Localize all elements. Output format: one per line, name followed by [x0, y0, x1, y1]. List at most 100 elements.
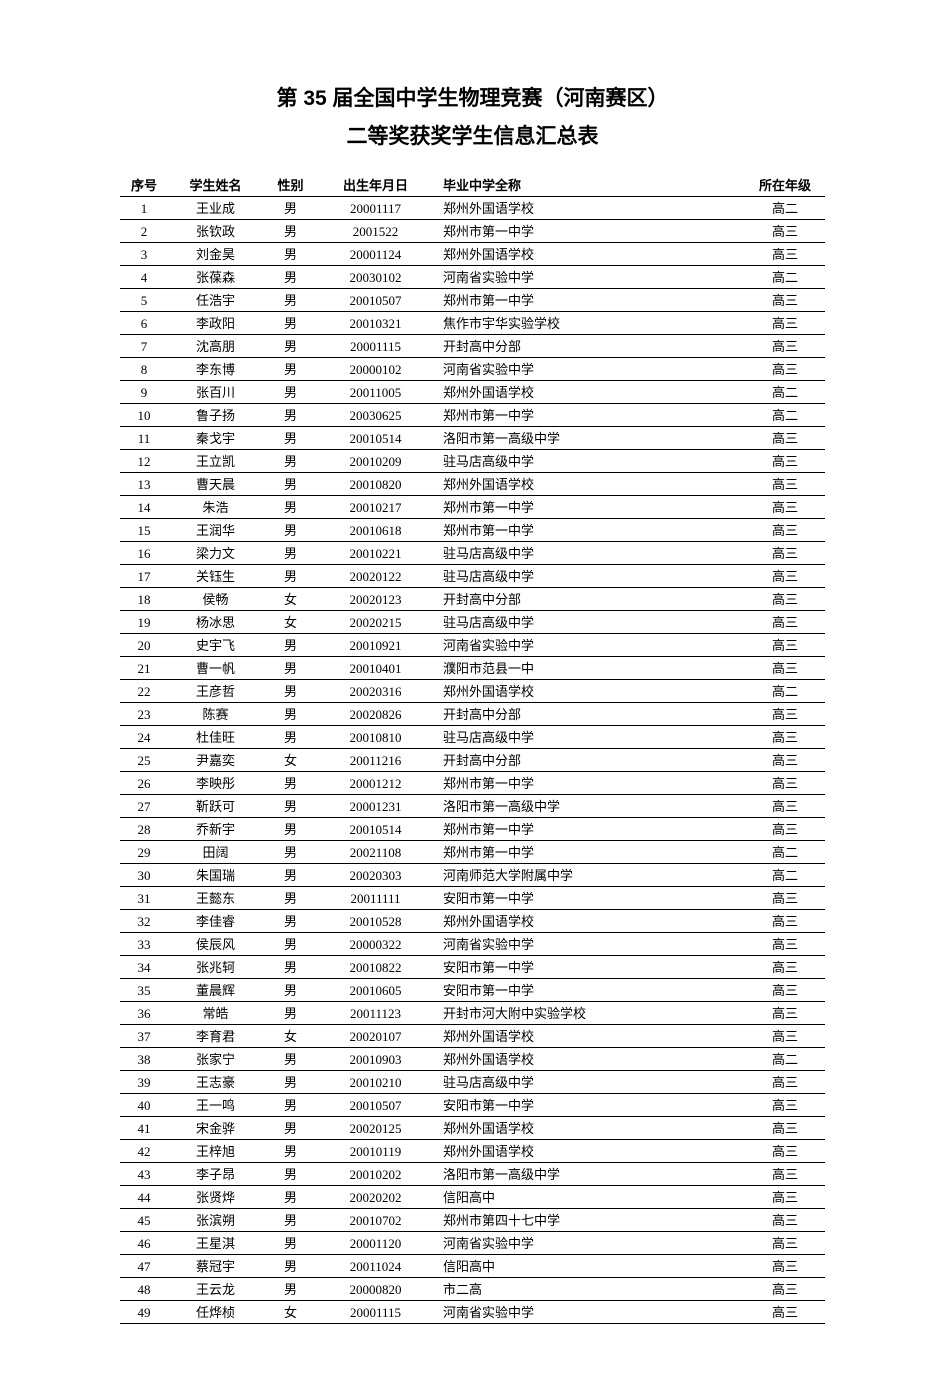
table-row: 41宋金骅男20020125郑州外国语学校高三: [120, 1116, 825, 1139]
table-row: 7沈高朋男20001115开封高中分部高三: [120, 334, 825, 357]
table-cell: 张兆轲: [168, 955, 263, 978]
table-cell: 20000102: [318, 357, 433, 380]
table-cell: 男: [263, 771, 318, 794]
table-cell: 28: [120, 817, 168, 840]
table-cell: 郑州外国语学校: [433, 196, 745, 219]
table-cell: 20010903: [318, 1047, 433, 1070]
table-cell: 高三: [745, 1208, 825, 1231]
table-cell: 高三: [745, 1185, 825, 1208]
table-row: 14朱浩男20010217郑州市第一中学高三: [120, 495, 825, 518]
table-cell: 男: [263, 1185, 318, 1208]
table-cell: 高三: [745, 955, 825, 978]
table-cell: 男: [263, 380, 318, 403]
table-cell: 高三: [745, 633, 825, 656]
table-cell: 高三: [745, 794, 825, 817]
table-cell: 42: [120, 1139, 168, 1162]
table-cell: 45: [120, 1208, 168, 1231]
table-cell: 4: [120, 265, 168, 288]
table-row: 45张滨朔男20010702郑州市第四十七中学高三: [120, 1208, 825, 1231]
table-cell: 20001124: [318, 242, 433, 265]
table-cell: 王润华: [168, 518, 263, 541]
table-cell: 高三: [745, 1070, 825, 1093]
table-cell: 鲁子扬: [168, 403, 263, 426]
table-row: 38张家宁男20010903郑州外国语学校高二: [120, 1047, 825, 1070]
table-cell: 高二: [745, 265, 825, 288]
table-cell: 河南省实验中学: [433, 633, 745, 656]
table-cell: 17: [120, 564, 168, 587]
table-cell: 关钰生: [168, 564, 263, 587]
table-cell: 男: [263, 357, 318, 380]
title-line-1: 第 35 届全国中学生物理竞赛（河南赛区）: [120, 80, 825, 118]
table-cell: 高二: [745, 840, 825, 863]
table-cell: 秦戈宇: [168, 426, 263, 449]
table-cell: 河南省实验中学: [433, 265, 745, 288]
table-cell: 高三: [745, 817, 825, 840]
table-row: 4张葆森男20030102河南省实验中学高二: [120, 265, 825, 288]
table-cell: 曹天晨: [168, 472, 263, 495]
table-cell: 靳跃可: [168, 794, 263, 817]
table-cell: 高三: [745, 725, 825, 748]
table-cell: 36: [120, 1001, 168, 1024]
table-cell: 48: [120, 1277, 168, 1300]
table-cell: 郑州外国语学校: [433, 242, 745, 265]
table-cell: 高三: [745, 748, 825, 771]
table-row: 11秦戈宇男20010514洛阳市第一高级中学高三: [120, 426, 825, 449]
table-cell: 男: [263, 1231, 318, 1254]
table-cell: 高三: [745, 426, 825, 449]
table-cell: 男: [263, 1047, 318, 1070]
table-cell: 高三: [745, 334, 825, 357]
table-cell: 男: [263, 449, 318, 472]
table-row: 3刘金昊男20001124郑州外国语学校高三: [120, 242, 825, 265]
table-cell: 濮阳市范县一中: [433, 656, 745, 679]
table-cell: 市二高: [433, 1277, 745, 1300]
table-cell: 河南省实验中学: [433, 357, 745, 380]
table-cell: 20010514: [318, 817, 433, 840]
table-cell: 沈高朋: [168, 334, 263, 357]
table-cell: 20010119: [318, 1139, 433, 1162]
table-cell: 张滨朔: [168, 1208, 263, 1231]
table-cell: 20001115: [318, 1300, 433, 1323]
table-cell: 20030102: [318, 265, 433, 288]
table-cell: 高三: [745, 311, 825, 334]
table-cell: 河南省实验中学: [433, 932, 745, 955]
col-header-school: 毕业中学全称: [433, 174, 745, 197]
table-cell: 10: [120, 403, 168, 426]
table-cell: 高三: [745, 702, 825, 725]
table-cell: 14: [120, 495, 168, 518]
table-cell: 3: [120, 242, 168, 265]
table-cell: 高二: [745, 679, 825, 702]
table-cell: 20010618: [318, 518, 433, 541]
table-cell: 洛阳市第一高级中学: [433, 794, 745, 817]
table-cell: 9: [120, 380, 168, 403]
table-row: 30朱国瑞男20020303河南师范大学附属中学高二: [120, 863, 825, 886]
table-cell: 高三: [745, 564, 825, 587]
table-row: 2张钦政男2001522郑州市第一中学高三: [120, 219, 825, 242]
table-row: 15王润华男20010618郑州市第一中学高三: [120, 518, 825, 541]
table-row: 31王懿东男20011111安阳市第一中学高三: [120, 886, 825, 909]
table-cell: 20011024: [318, 1254, 433, 1277]
table-cell: 20010507: [318, 1093, 433, 1116]
table-cell: 田阔: [168, 840, 263, 863]
table-cell: 男: [263, 886, 318, 909]
table-cell: 13: [120, 472, 168, 495]
table-row: 32李佳睿男20010528郑州外国语学校高三: [120, 909, 825, 932]
table-cell: 20020316: [318, 679, 433, 702]
table-cell: 高三: [745, 771, 825, 794]
table-cell: 李子昂: [168, 1162, 263, 1185]
table-cell: 侯畅: [168, 587, 263, 610]
table-cell: 陈赛: [168, 702, 263, 725]
table-row: 22王彦哲男20020316郑州外国语学校高二: [120, 679, 825, 702]
table-cell: 驻马店高级中学: [433, 1070, 745, 1093]
table-cell: 40: [120, 1093, 168, 1116]
table-cell: 32: [120, 909, 168, 932]
table-cell: 开封高中分部: [433, 334, 745, 357]
table-cell: 高二: [745, 196, 825, 219]
table-cell: 男: [263, 196, 318, 219]
table-cell: 高二: [745, 1047, 825, 1070]
table-cell: 男: [263, 1277, 318, 1300]
table-cell: 男: [263, 403, 318, 426]
table-cell: 常皓: [168, 1001, 263, 1024]
table-cell: 20020826: [318, 702, 433, 725]
table-cell: 高三: [745, 495, 825, 518]
table-cell: 47: [120, 1254, 168, 1277]
